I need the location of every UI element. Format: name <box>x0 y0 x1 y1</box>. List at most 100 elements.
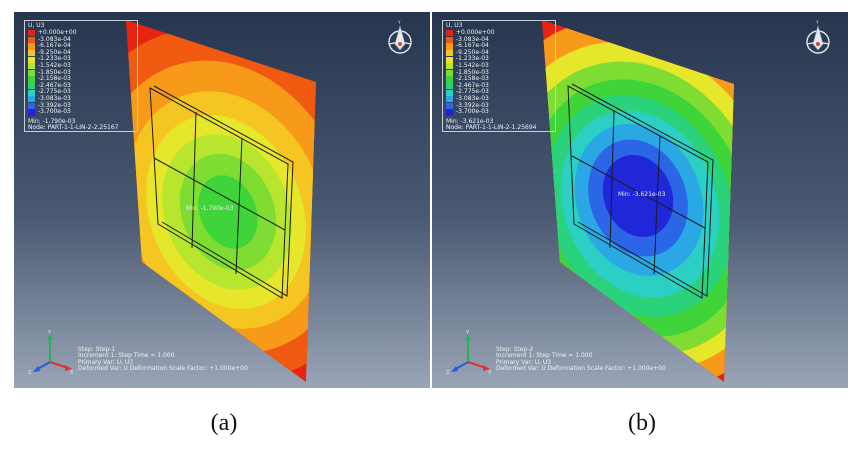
legend-row: -1.542e-03 <box>28 61 77 70</box>
legend-value: -3.083e-04 <box>456 35 489 43</box>
legend-swatch <box>28 69 35 76</box>
legend-value: -6.167e-04 <box>38 42 71 50</box>
step-line: Step: Step-2 <box>496 346 534 354</box>
axis-label-x: X <box>70 370 74 374</box>
legend-swatch <box>28 56 35 63</box>
legend-row: -2.467e-03 <box>446 81 495 90</box>
legend-swatch <box>28 49 35 57</box>
legend-value: +0.000e+00 <box>38 29 77 36</box>
legend-b: U, U3 +0.000e+00 -3.083e-04 -6.167e-04 -… <box>442 20 556 132</box>
viewport-a[interactable]: Min: -1.790e-03 U, U3 +0.000e+00 -3.083e… <box>14 12 430 388</box>
step-line: Deformed Var: U Deformation Scale Factor… <box>78 364 248 372</box>
plot-min-label-b: Min: -3.621e-03 <box>618 191 666 198</box>
legend-row: -1.850e-03 <box>28 68 77 77</box>
viewport-b[interactable]: Min: -3.621e-03 U, U3 +0.000e+00 -3.083e… <box>432 12 848 388</box>
legend-row: -9.250e-04 <box>28 48 77 57</box>
compass-axis-label: Y <box>815 20 819 25</box>
caption-b: (b) <box>628 410 656 436</box>
legend-row: -3.083e-03 <box>28 94 77 103</box>
legend-swatch <box>446 56 453 63</box>
axis-label-x: X <box>488 370 492 374</box>
legend-rows-a: +0.000e+00 -3.083e-04 -6.167e-04 -9.250e… <box>28 29 77 116</box>
axis-label-z: Z <box>446 370 450 374</box>
step-line: Increment 1: Step Time = 1.000 <box>496 352 593 360</box>
legend-value: -1.233e-03 <box>456 55 489 63</box>
legend-swatch <box>28 96 35 103</box>
contour-plot-a: Min: -1.790e-03 <box>126 20 316 382</box>
legend-row: +0.000e+00 <box>28 29 77 37</box>
legend-row: -1.233e-03 <box>446 56 495 63</box>
legend-value: -9.250e-04 <box>38 48 71 56</box>
legend-min-a: Min: -1.790e-03 <box>28 118 76 125</box>
view-compass-icon[interactable]: Y <box>384 20 416 56</box>
step-line: Primary Var: U, U3 <box>496 358 552 366</box>
contour-plot-b: Min: -3.621e-03 <box>542 20 734 382</box>
legend-swatch <box>28 109 35 116</box>
axis-triad-icon: Y X Z <box>446 330 492 374</box>
legend-value: -2.775e-03 <box>38 88 71 96</box>
legend-row: -2.467e-03 <box>28 81 77 90</box>
legend-value: -3.083e-04 <box>38 35 71 43</box>
legend-value: -3.083e-03 <box>38 94 71 102</box>
legend-row: -6.167e-04 <box>28 43 77 50</box>
legend-swatch <box>28 82 35 90</box>
legend-swatch <box>28 36 35 43</box>
legend-swatch <box>446 63 453 70</box>
legend-title-b: U, U3 <box>446 22 463 29</box>
legend-value: -2.467e-03 <box>456 81 489 89</box>
legend-row: -3.392e-03 <box>446 102 495 110</box>
step-line: Step: Step-1 <box>78 346 116 354</box>
legend-row: -3.083e-04 <box>446 35 495 44</box>
legend-value: -3.700e-03 <box>456 108 489 116</box>
legend-swatch <box>446 30 453 37</box>
step-line: Primary Var: U, U3 <box>78 358 134 366</box>
legend-row: -3.392e-03 <box>28 101 77 110</box>
axis-triad-icon: Y X Z <box>28 330 74 374</box>
legend-swatch <box>446 43 453 50</box>
axis-label-y: Y <box>47 330 52 336</box>
legend-a: U, U3 +0.000e+00 -3.083e-04 -6.167e-04 -… <box>24 20 138 132</box>
legend-row: -2.775e-03 <box>446 89 495 96</box>
legend-row: -3.700e-03 <box>28 109 77 116</box>
legend-row: -2.158e-03 <box>28 76 77 83</box>
legend-swatch <box>28 102 35 109</box>
legend-title-a: U, U3 <box>28 22 45 29</box>
legend-swatch <box>446 96 453 103</box>
plot-min-label-a: Min: -1.790e-03 <box>186 205 234 212</box>
step-line: Deformed Var: U Deformation Scale Factor… <box>496 364 666 372</box>
legend-swatch <box>446 49 453 57</box>
step-line: Increment 1: Step Time = 1.000 <box>78 352 175 360</box>
legend-swatch <box>28 89 35 96</box>
caption-a: (a) <box>210 410 238 436</box>
legend-swatch <box>446 36 453 43</box>
legend-swatch <box>446 82 453 90</box>
axis-label-z: Z <box>28 370 32 374</box>
legend-row: -2.775e-03 <box>28 89 77 96</box>
legend-node-a: Node: PART-1-1-LIN-2-2.25167 <box>28 124 119 131</box>
legend-swatch <box>446 109 453 116</box>
legend-row: -1.542e-03 <box>446 62 495 70</box>
legend-swatch <box>28 76 35 83</box>
legend-swatch <box>446 102 453 109</box>
axis-label-y: Y <box>465 330 470 336</box>
legend-row: -9.250e-04 <box>446 49 495 57</box>
legend-swatch <box>446 69 453 76</box>
legend-row: -1.850e-03 <box>446 68 495 77</box>
legend-value: -2.775e-03 <box>456 88 489 96</box>
legend-row: -3.083e-03 <box>446 95 495 103</box>
legend-value: -1.850e-03 <box>456 68 489 76</box>
legend-value: -3.392e-03 <box>38 101 71 109</box>
step-info-a: Step: Step-1 Increment 1: Step Time = 1.… <box>78 346 248 372</box>
legend-swatch <box>446 89 453 96</box>
legend-row: +0.000e+00 <box>446 29 495 37</box>
legend-value: -1.850e-03 <box>38 68 71 76</box>
view-compass-icon[interactable]: Y <box>802 20 834 56</box>
legend-value: -2.467e-03 <box>38 81 71 89</box>
legend-value: -2.158e-03 <box>38 75 71 83</box>
legend-row: -6.167e-04 <box>446 43 495 50</box>
legend-row: -1.233e-03 <box>28 56 77 63</box>
legend-swatch <box>28 63 35 70</box>
legend-min-b: Min: -3.621e-03 <box>446 118 494 125</box>
legend-value: -1.542e-03 <box>38 61 71 69</box>
legend-value: -3.700e-03 <box>38 108 71 116</box>
